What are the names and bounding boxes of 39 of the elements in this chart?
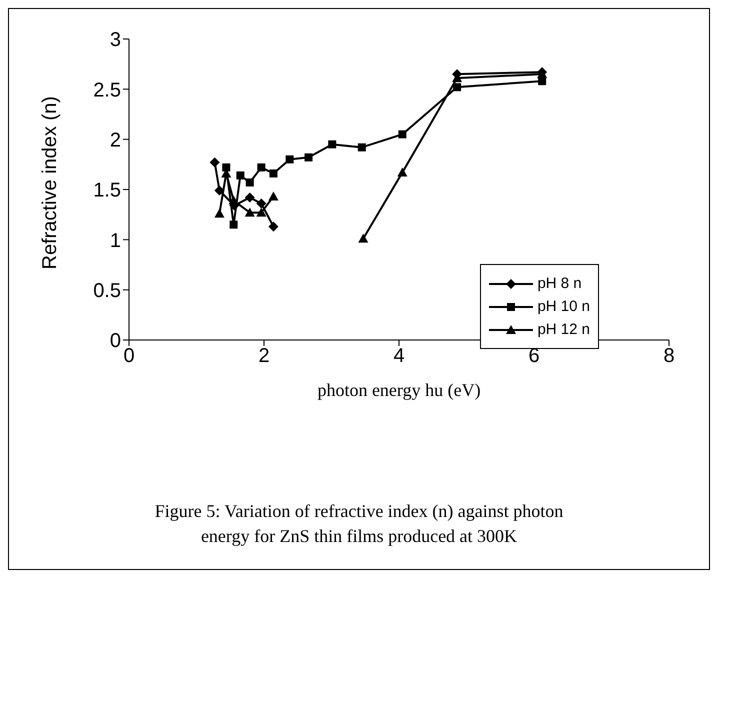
point [246,178,254,186]
point [257,163,266,172]
legend-label: pH 10 n [537,298,590,315]
point [268,192,278,201]
point [210,157,220,168]
point [256,198,266,209]
y-tick-label: 3 [110,29,121,52]
point [286,155,294,164]
x-tick-label: 4 [393,345,405,368]
point [244,192,255,203]
point [453,83,462,92]
legend-label: pH 8 n [537,275,582,292]
point [398,130,406,138]
y-tick-label: 2 [110,129,121,152]
point [236,171,244,180]
point [214,208,224,218]
point [397,167,408,176]
point [304,153,313,162]
y-tick-label: 1 [110,230,121,252]
point [269,169,278,178]
point [222,163,230,172]
point [214,186,224,196]
point [328,140,336,148]
y-tick-label: 0.5 [93,280,121,302]
x-tick-label: 8 [663,345,675,368]
point [244,208,255,217]
y-tick-label: 0 [110,330,121,352]
y-tick-label: 2.5 [93,79,121,102]
point [358,234,368,243]
point [230,220,238,229]
x-tick-label: 2 [258,345,270,368]
legend-label: pH 12 n [537,321,590,338]
point [256,208,266,217]
y-tick-label: 1.5 [93,180,121,202]
point [358,143,366,152]
point [268,222,278,232]
x-axis-title: photon energy hu (eV) [317,380,481,400]
y-axis-title: Refractive index (n) [39,96,62,270]
caption: Figure 5: Variation of refractive index (n) against photon energy for ZnS thin films produced at 300K [154,500,564,548]
